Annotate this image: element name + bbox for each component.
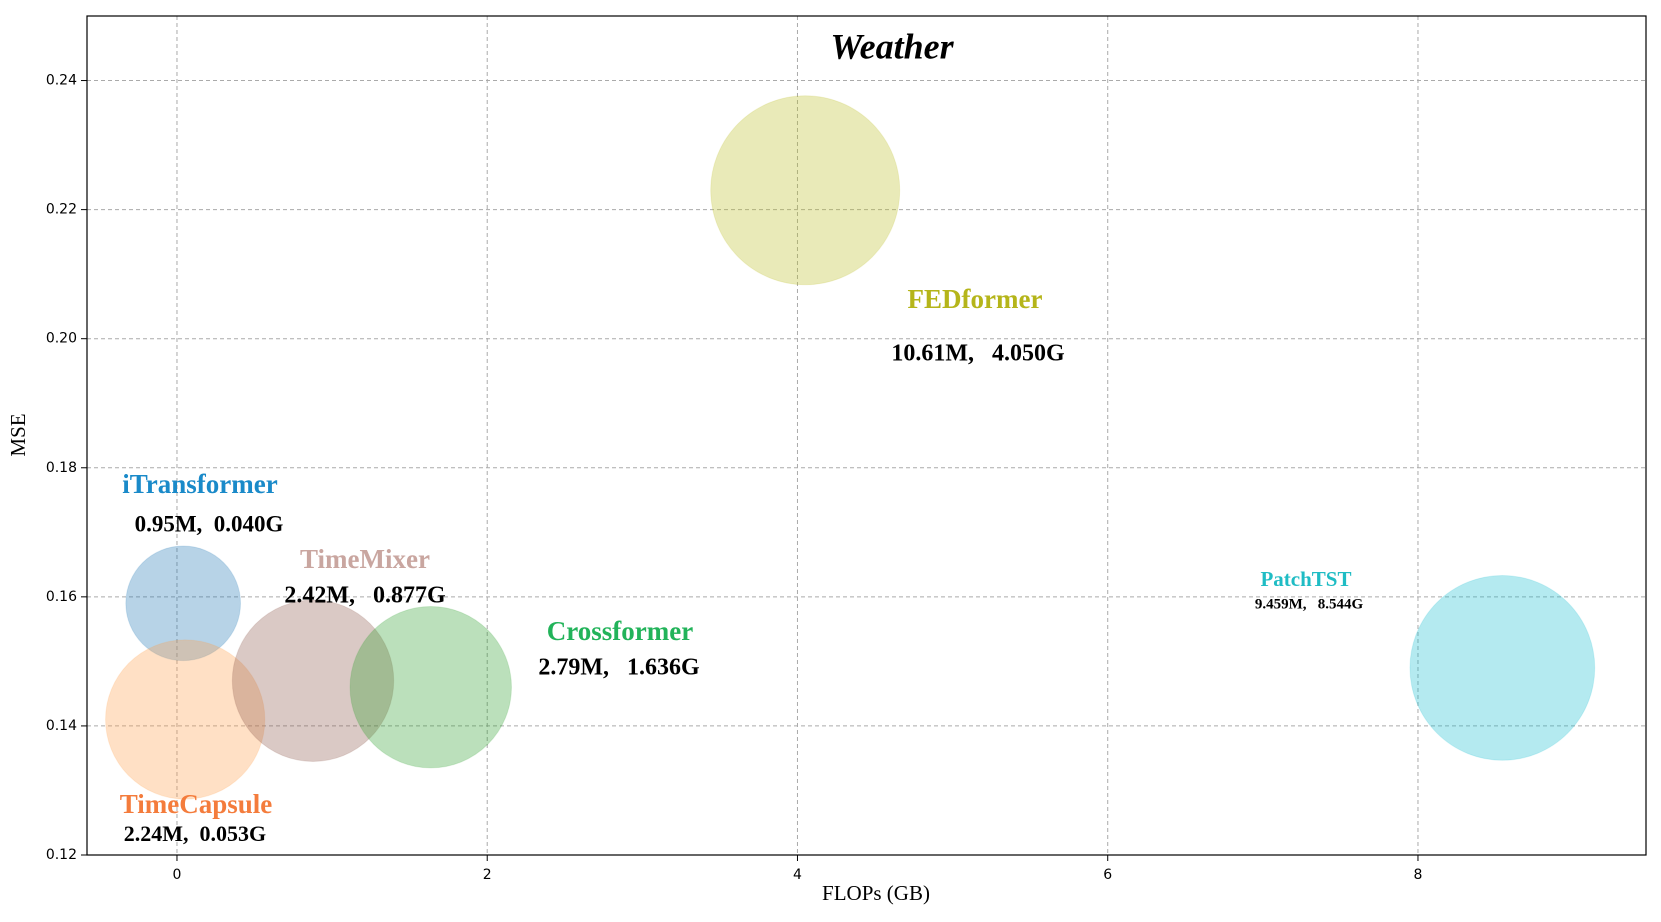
- series-annotation: 2.24M, 0.053G: [124, 821, 266, 846]
- bubble: [105, 639, 266, 800]
- chart-title: Weather: [830, 26, 954, 66]
- y-tick-label: 0.14: [46, 718, 77, 734]
- x-tick-label: 2: [483, 867, 492, 883]
- y-tick-label: 0.24: [46, 73, 77, 89]
- y-tick-label: 0.22: [46, 202, 77, 218]
- x-tick-label: 4: [793, 867, 802, 883]
- x-tick-label: 8: [1414, 867, 1423, 883]
- series-annotation: 0.95M, 0.040G: [135, 511, 284, 536]
- y-tick-label: 0.18: [46, 460, 77, 476]
- bubble: [231, 599, 395, 762]
- series-annotation: 10.61M, 4.050G: [891, 341, 1065, 367]
- y-axis-label: MSE: [6, 413, 30, 456]
- series-label: TimeCapsule: [120, 789, 273, 819]
- bubbles: [105, 95, 1596, 800]
- y-tick-label: 0.12: [46, 847, 77, 863]
- series-annotation: 9.459M, 8.544G: [1255, 596, 1364, 612]
- bubble: [1409, 574, 1596, 761]
- plot-frame: [86, 15, 1647, 856]
- grid: [87, 16, 1646, 856]
- series-label: PatchTST: [1260, 567, 1351, 591]
- y-tick-label: 0.16: [46, 589, 77, 605]
- y-tick-label: 0.20: [46, 331, 77, 347]
- bubble: [349, 605, 512, 769]
- series-label: FEDformer: [908, 284, 1043, 314]
- series-label: Crossformer: [547, 616, 693, 646]
- series-label: iTransformer: [122, 469, 277, 499]
- series-label: TimeMixer: [300, 544, 430, 574]
- bubble: [125, 545, 242, 662]
- x-tick-label: 6: [1103, 867, 1112, 883]
- series-annotation: 2.79M, 1.636G: [538, 655, 700, 681]
- bubble: [710, 95, 901, 286]
- series-annotation: 2.42M, 0.877G: [284, 583, 446, 609]
- x-tick-label: 0: [173, 867, 182, 883]
- x-axis-label: FLOPs (GB): [822, 881, 930, 905]
